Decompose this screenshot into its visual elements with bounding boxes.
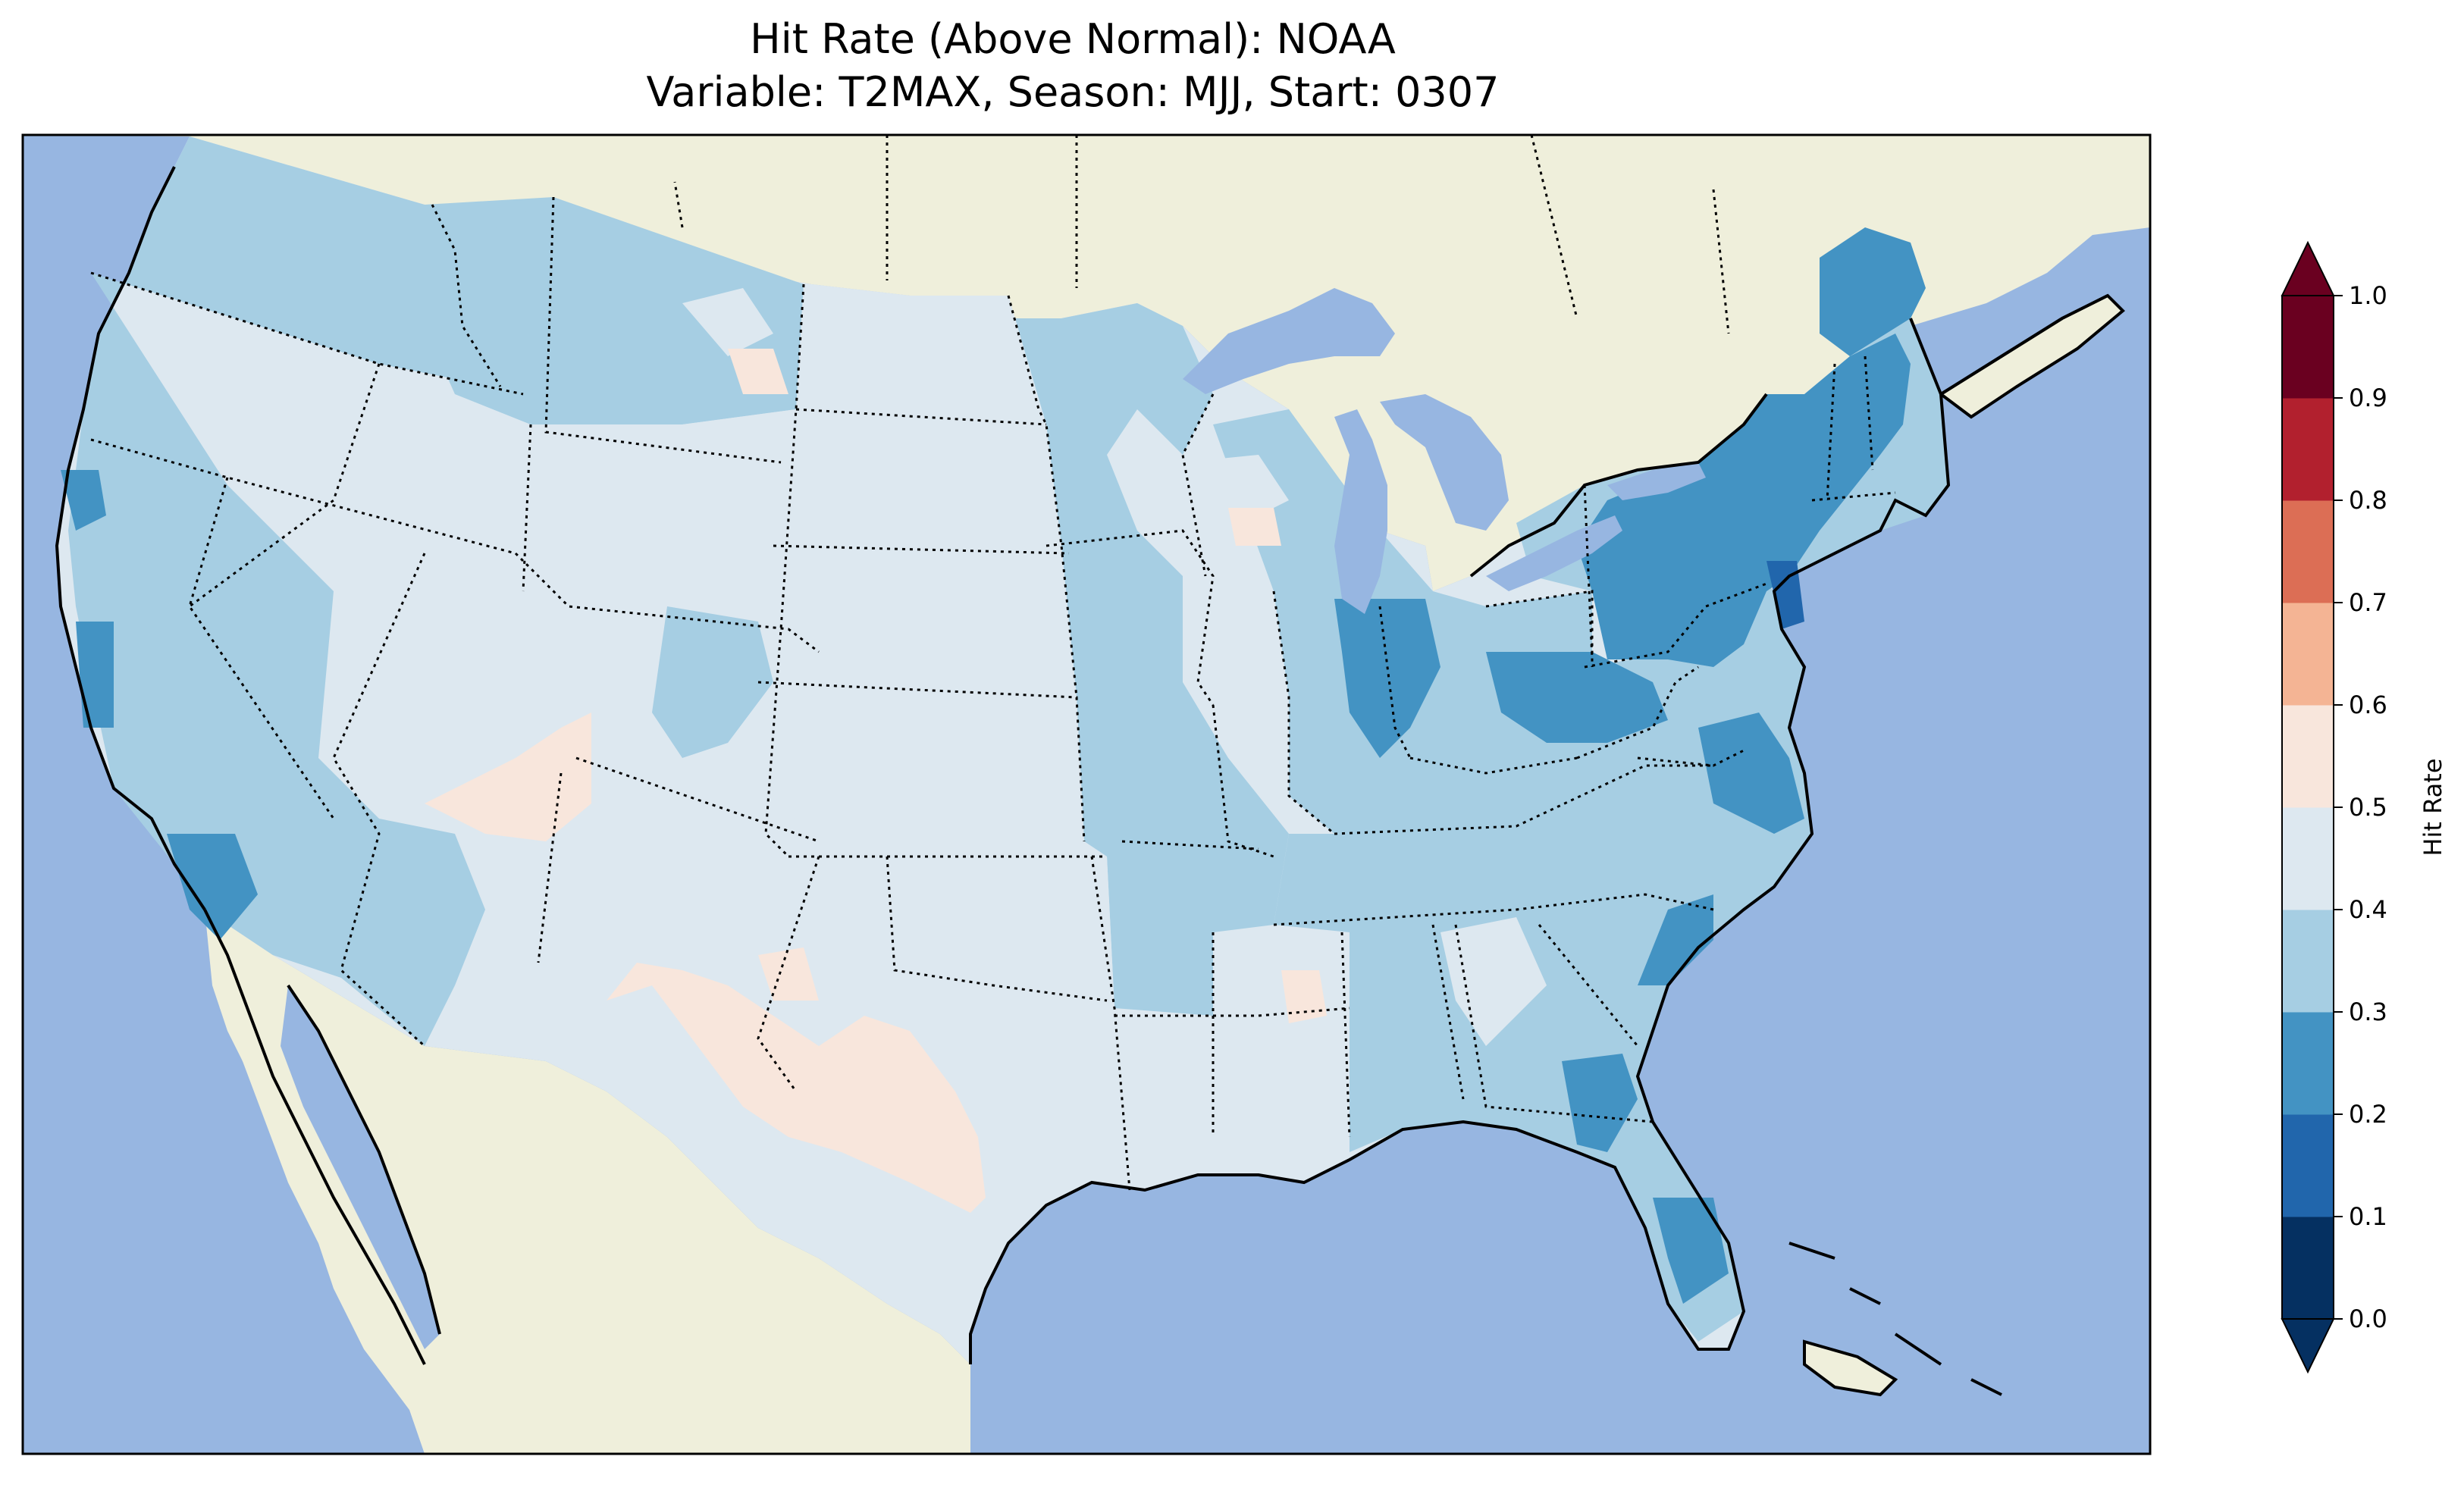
colorbar-over-arrow: [2281, 240, 2335, 296]
hit-rate-region: [1486, 652, 1668, 743]
lake-huron: [1380, 394, 1509, 531]
colorbar-tick-label: 0.0: [2349, 1305, 2387, 1333]
colorbar-bin: [2282, 296, 2334, 399]
baja-peninsula: [205, 910, 425, 1402]
hit-rate-region: [758, 947, 819, 1001]
chart-title-line1: Hit Rate (Above Normal): NOAA: [750, 15, 1396, 63]
hit-rate-region: [728, 349, 788, 394]
hit-rate-region: [1440, 917, 1547, 1046]
great-lakes: [1183, 288, 1706, 614]
colorbar-tick-label: 0.8: [2349, 486, 2387, 515]
colorbar-bin: [2282, 807, 2334, 910]
hit-rate-region: [1820, 227, 1926, 356]
hit-rate-region: [682, 288, 773, 356]
colorbar-under-arrow: [2281, 1318, 2335, 1374]
colorbar-tick-label: 0.6: [2349, 691, 2387, 719]
gulf-of-california: [281, 985, 440, 1349]
colorbar-tick-label: 0.4: [2349, 895, 2387, 924]
colorbar-bin: [2282, 1217, 2334, 1320]
hit-rate-region: [652, 606, 773, 758]
hit-rate-region: [1638, 894, 1713, 985]
lake-michigan: [1334, 409, 1387, 614]
colorbar-bin: [2282, 398, 2334, 501]
hit-rate-region: [167, 834, 258, 940]
colorbar-tick-label: 0.7: [2349, 588, 2387, 617]
canada-land: [23, 135, 2150, 591]
colorbar-label: Hit Rate: [2419, 758, 2447, 856]
colorbar-bin: [2282, 1114, 2334, 1217]
hit-rate-region: [1562, 1054, 1638, 1152]
lake-ontario: [1607, 462, 1706, 500]
hit-rate-region: [1228, 508, 1281, 546]
state-borders: [90, 135, 1896, 1191]
hit-rate-region: [334, 561, 531, 803]
hit-rate-region: [1653, 1198, 1729, 1304]
hit-rate-region: [1766, 561, 1804, 629]
map-frame: [21, 133, 2152, 1455]
colorbar-tick-label: 0.5: [2349, 793, 2387, 822]
lake-superior: [1183, 288, 1395, 394]
hit-rate-region: [68, 136, 553, 1046]
chart-title-line2: Variable: T2MAX, Season: MJJ, Start: 030…: [646, 68, 1500, 116]
lake-erie: [1486, 515, 1622, 591]
colorbar-tick-label: 0.3: [2349, 998, 2387, 1026]
hit-rate-region: [1698, 713, 1804, 834]
map-layers: [23, 135, 2150, 1454]
hit-rate-field: [61, 136, 1948, 1342]
hit-rate-region: [531, 284, 1213, 1182]
colorbar-tick-label: 0.2: [2349, 1100, 2387, 1129]
coastlines: [55, 166, 2108, 1396]
hit-rate-region: [607, 963, 986, 1213]
colorbar-bins: [2282, 296, 2334, 1320]
hit-rate-region: [1577, 334, 1911, 667]
colorbar-bin: [2282, 910, 2334, 1013]
hit-rate-region: [1281, 970, 1327, 1023]
hit-rate-region: [61, 470, 106, 531]
hit-rate-region: [910, 296, 1289, 1016]
hit-rate-region: [425, 713, 591, 841]
hit-rate-region: [425, 197, 804, 424]
cuba: [1803, 1339, 1898, 1397]
colorbar-ticks: 0.0 0.1 0.2 0.3 0.4 0.5 0.6 0.7 0.8 0.9 1.0: [2334, 281, 2387, 1333]
colorbar-tick-label: 0.1: [2349, 1202, 2387, 1231]
colorbar-bin: [2282, 500, 2334, 603]
colorbar-bin: [2282, 603, 2334, 706]
colorbar: 0.0 0.1 0.2 0.3 0.4 0.5 0.6 0.7 0.8 0.9 1.0 Hit Ra…: [2281, 240, 2447, 1374]
colorbar-bin: [2282, 1012, 2334, 1115]
colorbar-bin: [2282, 705, 2334, 808]
hit-rate-region: [1334, 599, 1440, 758]
colorbar-tick-label: 0.9: [2349, 384, 2387, 412]
colorbar-tick-label: 1.0: [2349, 281, 2387, 310]
